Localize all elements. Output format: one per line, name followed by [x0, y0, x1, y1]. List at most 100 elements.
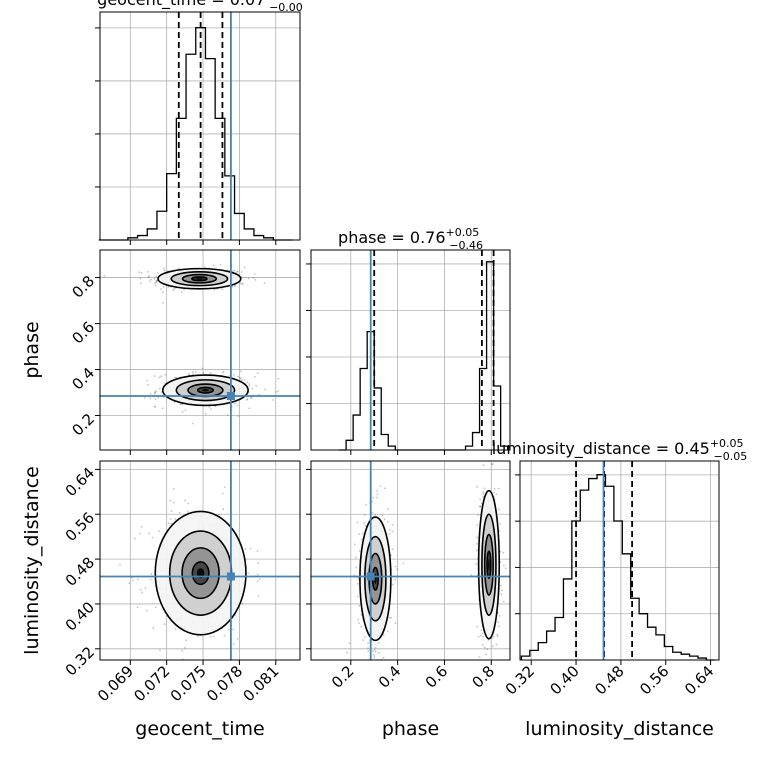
- panel-phase-ld-sample-point: [497, 667, 499, 669]
- panel-phase-ld-sample-point: [402, 562, 405, 565]
- panel-phase-ld-sample-point: [360, 538, 363, 541]
- axis-luminosity-distance-xtick-label-3: 0.56: [636, 662, 672, 698]
- hist-phase-title-main: phase = 0.76: [338, 228, 445, 247]
- panel-geocent-phase-sample-point: [181, 411, 184, 413]
- panel-phase-ld-sample-point: [362, 639, 365, 642]
- panel-geocent-ld-sample-point: [223, 634, 226, 637]
- panel-geocent-phase-sample-point: [160, 288, 163, 290]
- panel-geocent-phase-sample-point: [252, 276, 255, 279]
- panel-geocent-ld-sample-point: [158, 530, 161, 533]
- panel-geocent-phase-contour-1-4: [201, 388, 209, 392]
- panel-geocent-phase-sample-point: [163, 269, 166, 272]
- panel-phase-ld-sample-point: [479, 498, 481, 501]
- panel-phase-ld-sample-point: [377, 652, 380, 655]
- axis-luminosity-distance-left-ytick-label-0: 0.32: [62, 643, 98, 679]
- panel-geocent-phase-sample-point: [153, 405, 156, 408]
- panel-phase-ld-sample-point: [358, 550, 361, 552]
- panel-geocent-ld-sample-point: [209, 635, 212, 638]
- panel-phase-ld-sample-point: [483, 487, 486, 490]
- panel-geocent-phase-sample-point: [221, 288, 224, 291]
- panel-geocent-phase-sample-point: [161, 291, 164, 293]
- panel-geocent-phase-sample-point: [239, 370, 242, 373]
- panel-geocent-phase-sample-point: [155, 275, 158, 278]
- panel-geocent-ld-sample-point: [258, 578, 261, 580]
- panel-phase-ld-sample-point: [491, 463, 494, 466]
- panel-geocent-phase-sample-point: [173, 287, 176, 290]
- panel-phase-ld-sample-point: [348, 642, 351, 645]
- panel-geocent-phase-sample-point: [255, 384, 258, 387]
- panel-geocent-phase-sample-point: [192, 422, 195, 425]
- panel-phase-ld-sample-point: [353, 543, 356, 546]
- panel-geocent-ld-sample-point: [163, 623, 166, 626]
- panel-phase-ld-sample-point: [374, 650, 377, 653]
- axis-luminosity-distance-xtick-label-0: 0.32: [502, 662, 538, 698]
- panel-phase-ld-sample-point: [389, 528, 391, 531]
- axis-luminosity-distance-left-ytick-label-1: 0.40: [62, 598, 98, 634]
- panel-phase-ld-sample-point: [372, 650, 374, 652]
- panel-geocent-phase-sample-point: [163, 267, 165, 270]
- panel-geocent-phase-sample-point: [154, 282, 156, 285]
- panel-geocent-ld-sample-point: [170, 510, 173, 512]
- panel-geocent-ld-sample-point: [232, 628, 235, 631]
- panel-phase-ld-sample-point: [359, 663, 361, 665]
- axis-geocent-time-xtick-label-0: 0.069: [94, 662, 137, 705]
- axis-luminosity-distance-left-ytick-label-4: 0.64: [62, 464, 98, 500]
- panel-geocent-ld-sample-point: [184, 647, 186, 649]
- panel-phase-ld-sample-point: [476, 625, 479, 628]
- panel-phase-ld-sample-point: [482, 495, 485, 498]
- panel-geocent-phase-sample-point: [239, 377, 242, 380]
- panel-phase-ld-sample-point: [491, 463, 494, 465]
- xlabel-geocent-time: geocent_time: [135, 718, 264, 740]
- hist-luminosity-distance-title: luminosity_distance = 0.45+0.05 −0.05: [492, 437, 748, 463]
- panel-geocent-ld-sample-point: [139, 588, 142, 591]
- hist-luminosity-distance-title-sub: −0.05: [714, 450, 748, 463]
- panel-geocent-phase-sample-point: [272, 399, 275, 401]
- panel-phase-ld-sample-point: [482, 493, 485, 496]
- panel-geocent-phase-sample-point: [204, 266, 207, 269]
- panel-geocent-phase-sample-point: [177, 267, 180, 270]
- panel-geocent-ld-sample-point: [152, 627, 155, 629]
- panel-geocent-phase-sample-point: [146, 379, 149, 382]
- panel-geocent-ld-sample-point: [141, 591, 144, 594]
- panel-phase-ld-sample-point: [372, 497, 374, 499]
- panel-phase-ld-sample-point: [480, 505, 482, 508]
- panel-phase-ld-sample-point: [394, 622, 397, 625]
- panel-geocent-ld-sample-point: [181, 649, 184, 652]
- panel-phase-ld-sample-point: [357, 618, 360, 621]
- panel-geocent-ld-truth-marker: [226, 572, 235, 581]
- panel-phase-ld-sample-point: [373, 655, 376, 657]
- panel-phase-ld-sample-point: [495, 493, 498, 496]
- panel-geocent-phase-sample-point: [242, 282, 244, 285]
- panel-phase-ld-sample-point: [371, 500, 373, 503]
- panel-phase-ld-sample-point: [483, 646, 486, 649]
- panel-phase-ld-sample-point: [498, 508, 500, 511]
- panel-phase-ld-density: [346, 461, 507, 669]
- panel-phase-ld-sample-point: [497, 487, 500, 490]
- panel-phase-ld-sample-point: [500, 584, 502, 587]
- panel-geocent-phase-sample-point: [237, 375, 239, 378]
- panel-geocent-ld-sample-point: [241, 602, 244, 605]
- panel-geocent-phase-sample-point: [251, 387, 253, 390]
- panel-phase-ld-sample-point: [496, 635, 499, 637]
- panel-geocent-ld-sample-point: [227, 628, 230, 631]
- panel-phase-ld-sample-point: [364, 636, 366, 639]
- panel-geocent-ld-sample-point: [187, 510, 189, 513]
- panel-phase-ld-sample-point: [358, 622, 360, 625]
- panel-geocent-phase-sample-point: [158, 376, 161, 379]
- panel-phase-ld-sample-point: [496, 633, 499, 636]
- panel-phase-ld-sample-point: [373, 649, 376, 651]
- ylabel-phase: phase: [21, 321, 43, 378]
- panel-geocent-phase-sample-point: [139, 277, 142, 280]
- axis-phase-xtick-label-3: 0.8: [468, 662, 498, 692]
- panel-geocent-ld-sample-point: [173, 501, 175, 504]
- xlabel-luminosity-distance: luminosity_distance: [525, 718, 714, 740]
- panel-geocent-ld-sample-point: [242, 452, 244, 454]
- panel-phase-ld-sample-point: [476, 485, 479, 488]
- panel-geocent-phase-sample-point: [147, 276, 150, 278]
- panel-phase-ld-sample-point: [492, 635, 495, 638]
- panel-geocent-phase-sample-point: [155, 279, 158, 282]
- panel-geocent-phase-sample-point: [155, 281, 158, 284]
- panel-geocent-phase-sample-point: [140, 272, 143, 274]
- panel-geocent-ld-sample-point: [256, 580, 259, 583]
- panel-phase-ld-truth-marker: [366, 572, 375, 581]
